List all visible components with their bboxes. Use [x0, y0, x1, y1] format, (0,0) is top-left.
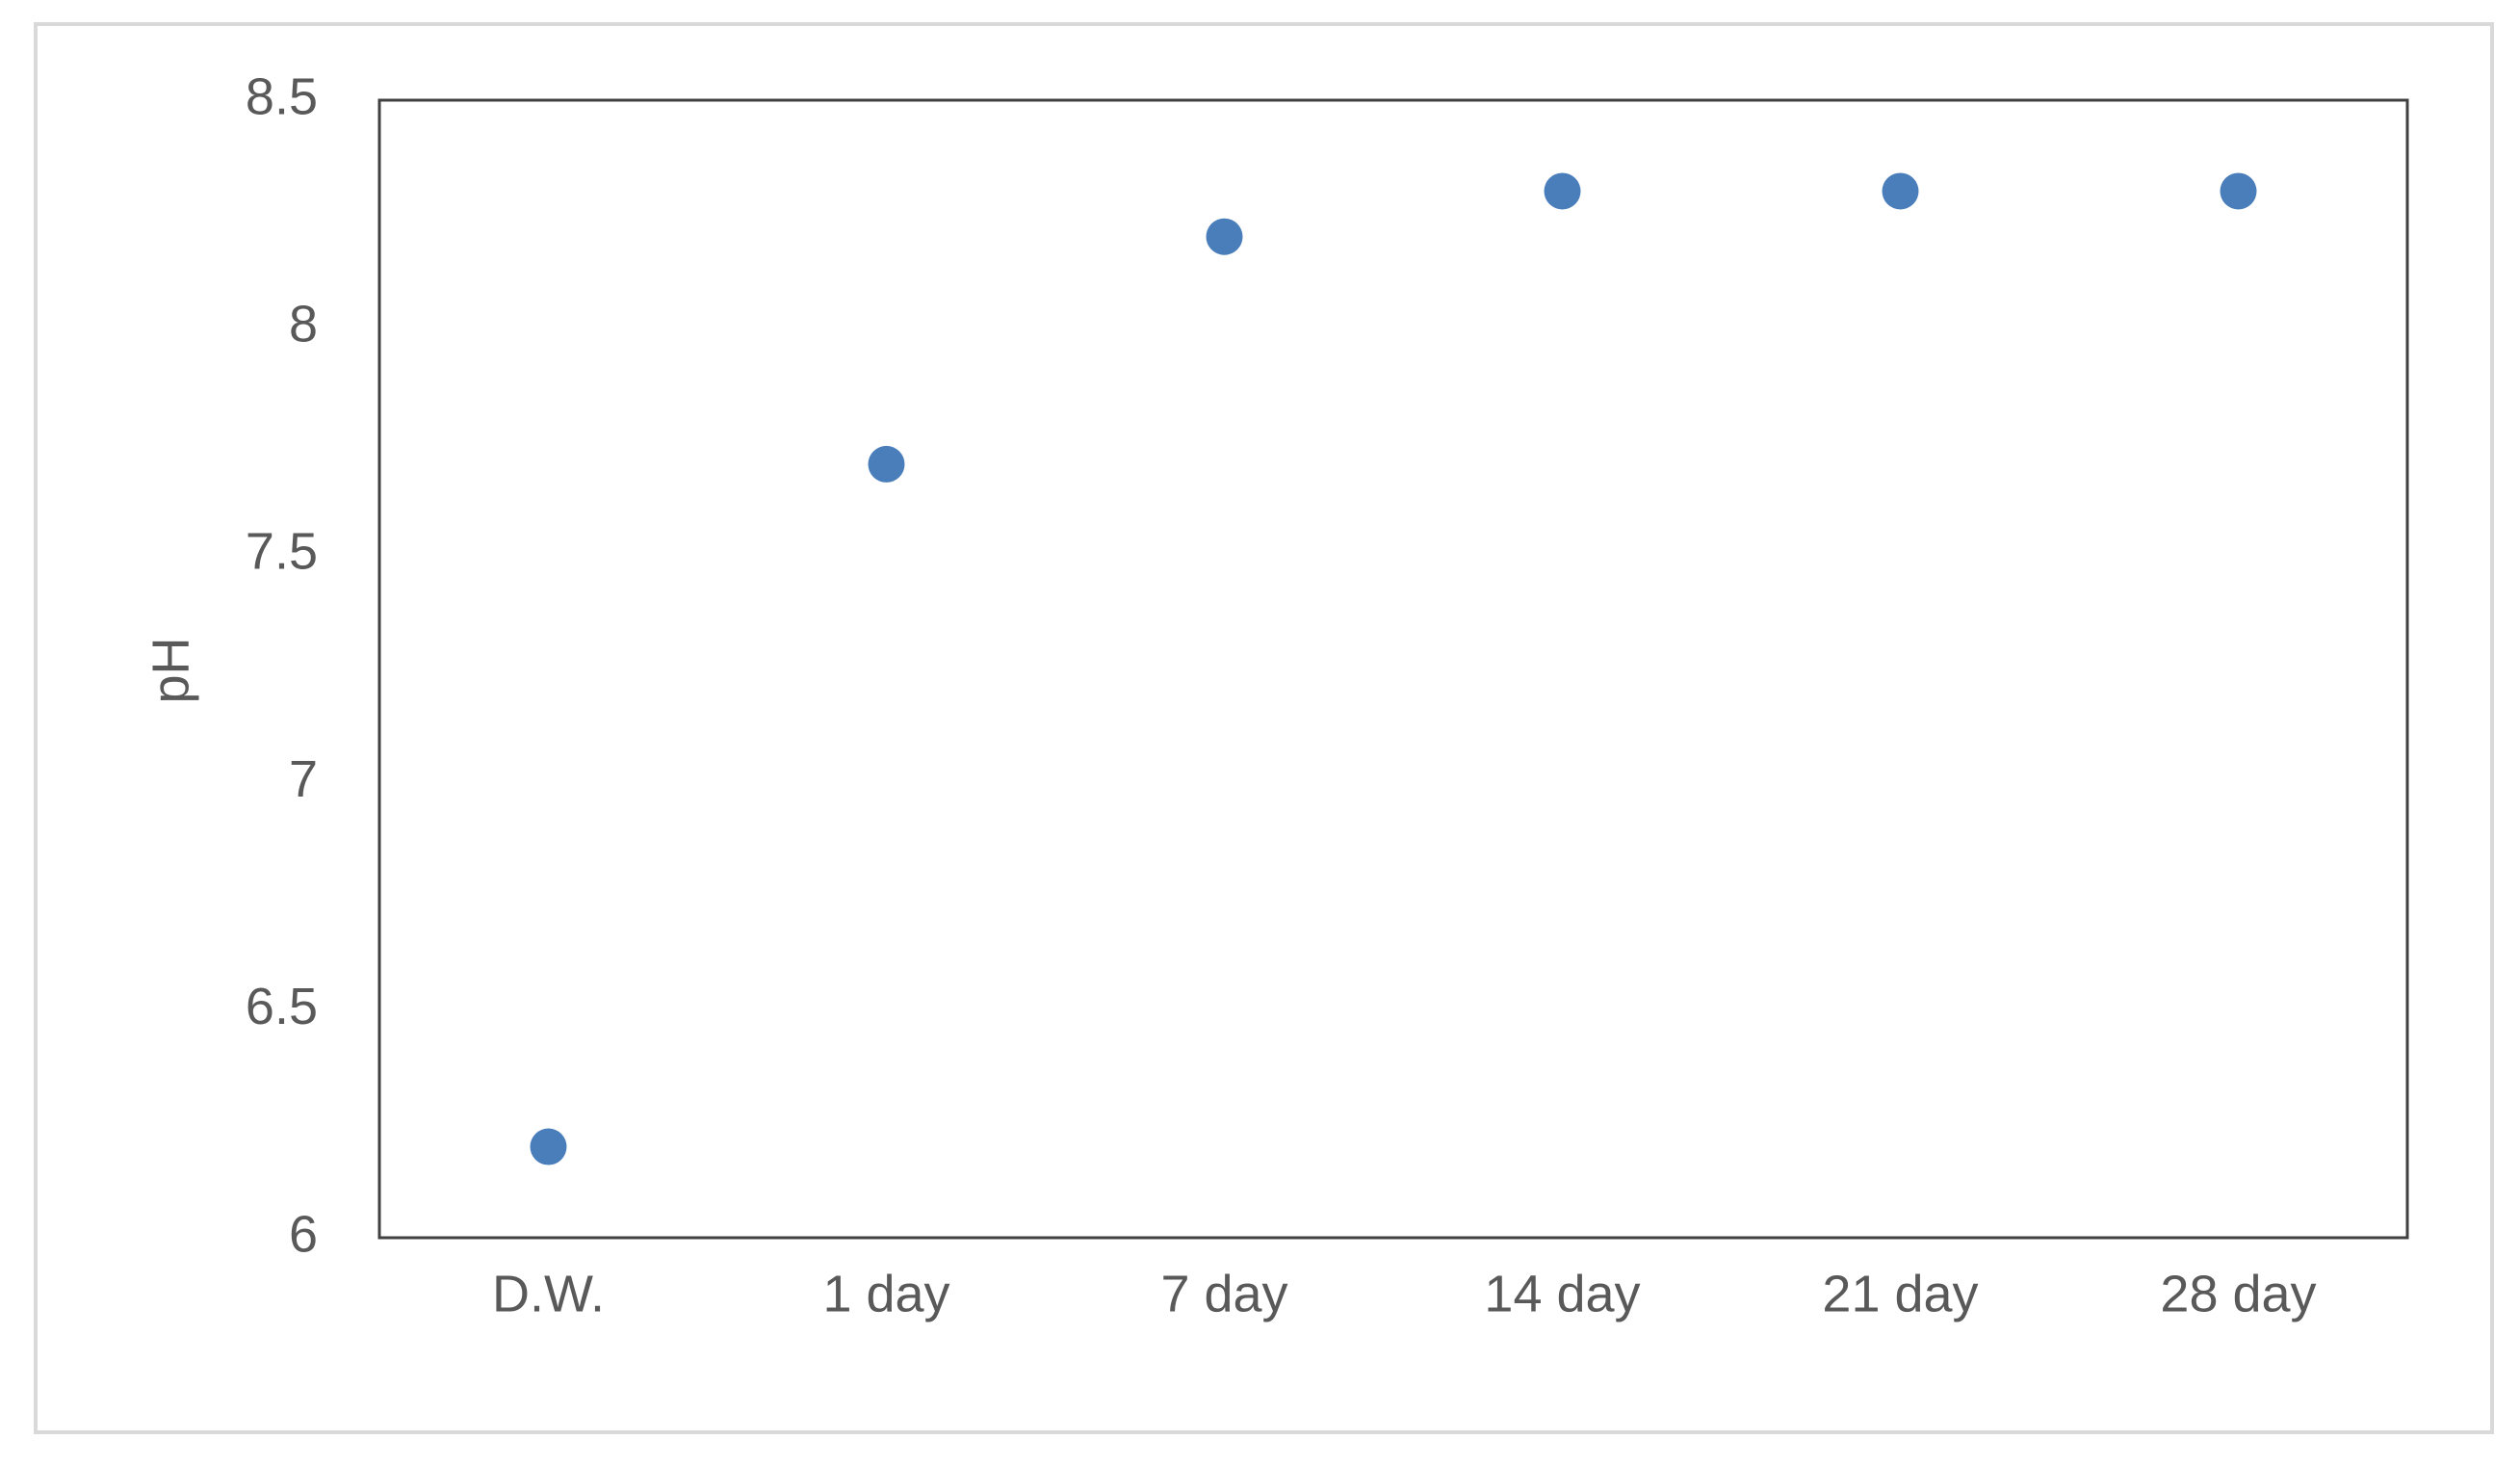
x-tick-label: 1 day: [822, 1265, 949, 1322]
data-point: [868, 445, 905, 483]
x-tick-label: 7 day: [1160, 1265, 1287, 1322]
x-tick-label: 14 day: [1484, 1265, 1640, 1322]
y-axis-label: pH: [142, 637, 199, 703]
x-tick-label: 28 day: [2160, 1265, 2316, 1322]
chart-frame: [34, 22, 2494, 1434]
data-point: [530, 1128, 567, 1165]
y-tick-label: 7.5: [246, 523, 318, 581]
data-point: [1882, 172, 1919, 210]
plot-frame: [377, 98, 2409, 1240]
y-tick-label: 8: [289, 295, 318, 353]
y-tick-label: 6.5: [246, 978, 318, 1035]
y-tick-label: 8.5: [246, 67, 318, 125]
y-tick-label: 6: [289, 1205, 318, 1263]
data-point: [2220, 172, 2257, 210]
x-tick-label: D.W.: [492, 1265, 605, 1322]
data-point: [1206, 218, 1243, 255]
x-tick-label: 21 day: [1822, 1265, 1978, 1322]
y-tick-label: 7: [289, 750, 318, 808]
data-point: [1544, 172, 1581, 210]
